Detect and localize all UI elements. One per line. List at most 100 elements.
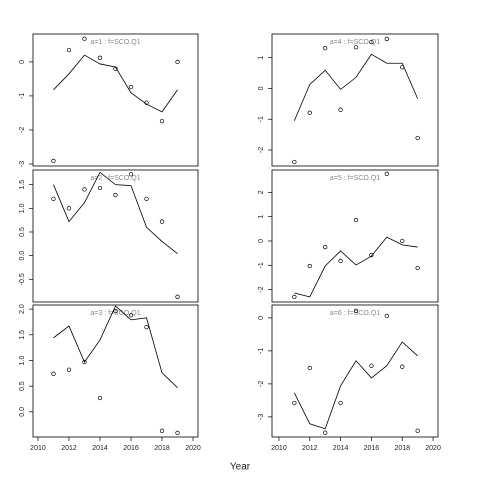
data-point [82, 36, 87, 41]
y-tick-label: 0.0 [19, 407, 26, 417]
panel-title: a=5 : f=SCO.Q1 [330, 175, 380, 182]
data-point [369, 363, 374, 368]
data-point [159, 118, 165, 124]
data-point [144, 100, 149, 105]
data-point [384, 171, 389, 177]
y-tick-label: -2 [258, 286, 265, 292]
data-point [97, 395, 103, 401]
fitted-line [53, 305, 178, 388]
data-point [307, 365, 312, 371]
y-tick-label: -2 [258, 147, 265, 153]
x-tick-label: 2012 [302, 445, 318, 452]
panel-title: a=6 : f=SCO.Q1 [330, 310, 380, 317]
x-tick-label: 2014 [333, 445, 349, 452]
y-tick-label: 1.0 [19, 203, 26, 213]
data-point [82, 187, 87, 192]
data-point [369, 39, 374, 45]
x-tick-label: 2010 [30, 445, 46, 452]
panel-title: a=2 : f=SCO.Q1 [90, 175, 140, 182]
data-point [307, 110, 312, 115]
y-tick-label: 0 [258, 239, 265, 243]
x-tick-label: 2016 [364, 445, 380, 452]
fitted-line [293, 53, 419, 121]
data-point [400, 65, 405, 70]
data-point [159, 219, 165, 224]
x-tick-label: 2010 [271, 445, 287, 452]
y-tick-label: -3 [19, 161, 26, 167]
data-point [384, 36, 389, 42]
panel-frame [271, 304, 439, 438]
data-point [128, 172, 134, 177]
y-tick-label: -2 [258, 381, 265, 387]
data-point [159, 428, 165, 433]
y-tick-label: 1 [258, 56, 265, 60]
panel-frame [32, 33, 199, 167]
data-point [144, 324, 149, 330]
data-point [175, 294, 180, 299]
data-point [400, 364, 405, 369]
data-point [175, 430, 180, 436]
panel-title: a=4 : f=SCO.Q1 [330, 39, 380, 46]
data-point [292, 400, 297, 406]
data-point [338, 258, 343, 264]
data-point [415, 135, 420, 141]
data-point [353, 45, 359, 50]
x-tick-label: 2020 [425, 445, 441, 452]
y-tick-label: 1 [258, 215, 265, 219]
data-point [384, 313, 389, 319]
y-tick-label: 1.5 [19, 330, 26, 340]
panel-frame [271, 33, 439, 167]
data-point [307, 263, 312, 269]
y-tick-label: -1 [19, 93, 26, 99]
y-tick-label: 0 [258, 316, 265, 320]
data-point [353, 308, 359, 314]
y-tick-label: -1 [258, 348, 265, 354]
data-point [66, 367, 72, 372]
y-tick-label: -0.5 [19, 273, 26, 285]
data-point [415, 428, 420, 433]
fitted-line [53, 171, 178, 255]
panel-frame [271, 169, 439, 303]
data-point [51, 158, 56, 164]
data-point [113, 309, 118, 314]
panel-title: a=1 : f=SCO.Q1 [90, 39, 140, 46]
data-point [369, 252, 374, 258]
y-tick-label: 1.0 [19, 356, 26, 366]
fitted-line [294, 236, 418, 298]
data-point [175, 59, 180, 65]
data-point [338, 400, 343, 406]
data-point [292, 159, 297, 165]
panel-title: a=3 : f=SCO.Q1 [90, 310, 140, 317]
data-point [51, 371, 56, 376]
data-point [353, 217, 359, 223]
x-tick-label: 2012 [61, 445, 77, 452]
data-point [97, 185, 103, 191]
y-tick-label: -1 [258, 262, 265, 268]
x-tick-label: 2018 [154, 445, 170, 452]
data-point [66, 206, 72, 211]
y-tick-label: 0.0 [19, 251, 26, 261]
data-point [415, 265, 420, 271]
y-tick-label: 2 [258, 190, 265, 194]
y-tick-label: -3 [258, 414, 265, 420]
data-point [113, 192, 118, 198]
y-tick-label: -2 [19, 127, 26, 133]
x-tick-label: 2018 [394, 445, 410, 452]
panel-frame [32, 304, 199, 438]
y-tick-label: 0.5 [19, 227, 26, 237]
x-tick-label: 2016 [123, 445, 139, 452]
data-point [128, 313, 134, 318]
data-point [66, 47, 72, 53]
data-point [128, 84, 134, 90]
y-tick-label: 0 [19, 60, 26, 64]
data-point [97, 55, 103, 60]
y-tick-label: 0.5 [19, 381, 26, 391]
data-point [292, 294, 297, 300]
data-point [323, 244, 328, 250]
y-tick-label: 2.0 [19, 304, 26, 314]
x-axis-label: Year [230, 462, 251, 473]
panel-frame [32, 169, 199, 303]
y-tick-label: -1 [258, 116, 265, 122]
